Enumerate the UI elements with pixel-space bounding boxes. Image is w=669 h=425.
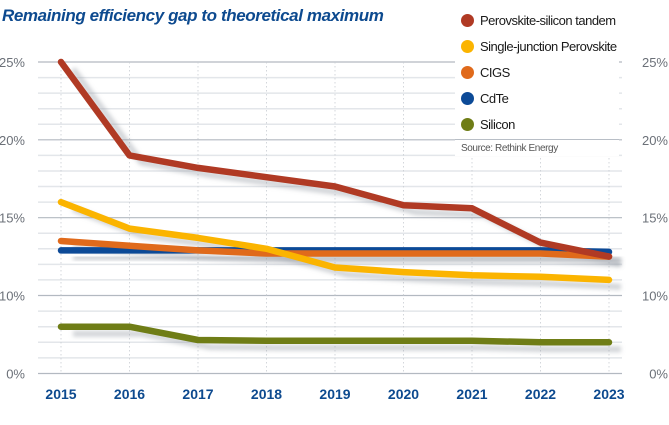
legend-item-perovskite-silicon-tandem[interactable]: Perovskite-silicon tandem xyxy=(461,10,616,30)
x-tick-label: 2022 xyxy=(525,386,556,402)
source-divider xyxy=(455,139,619,140)
series-line-perovskite-silicon-tandem xyxy=(57,58,613,260)
series-shadow xyxy=(72,245,622,267)
y-tick-label: 10% xyxy=(0,289,25,304)
y-axis-right: 25% 20% 15% 10% 0% xyxy=(642,55,668,382)
x-tick-label: 2019 xyxy=(319,386,350,402)
y-tick-label: 10% xyxy=(642,289,668,304)
legend-swatch-icon xyxy=(461,39,474,53)
y-tick-label: 20% xyxy=(0,133,25,148)
y-tick-label: 20% xyxy=(642,133,668,148)
y-tick-label: 15% xyxy=(0,211,25,226)
legend-swatch-icon xyxy=(461,65,474,79)
legend-label: CdTe xyxy=(480,90,509,106)
legend: Perovskite-silicon tandem Single-junctio… xyxy=(455,6,619,156)
y-tick-label: 15% xyxy=(642,211,668,226)
x-tick-label: 2016 xyxy=(114,386,145,402)
y-tick-label: 25% xyxy=(0,55,25,70)
x-tick-label: 2021 xyxy=(456,386,487,402)
legend-swatch-icon xyxy=(461,91,474,105)
legend-item-silicon[interactable]: Silicon xyxy=(461,114,515,134)
legend-item-cdte[interactable]: CdTe xyxy=(461,88,509,108)
legend-label: Silicon xyxy=(480,116,515,132)
y-tick-label: 0% xyxy=(6,367,25,382)
x-tick-label: 2023 xyxy=(593,386,624,402)
chart-title: Remaining efficiency gap to theoretical … xyxy=(2,6,384,25)
legend-swatch-icon xyxy=(461,117,474,131)
series-line-single-junction-perovskite xyxy=(57,198,613,284)
series-shadow xyxy=(73,254,622,262)
x-axis: 2015 2016 2017 2018 2019 2020 2021 2022 2023 xyxy=(45,386,624,402)
x-tick-label: 2018 xyxy=(251,386,282,402)
x-tick-label: 2015 xyxy=(45,386,76,402)
y-axis-left: 25% 20% 15% 10% 0% xyxy=(0,55,25,382)
legend-label: Single-junction Perovskite xyxy=(480,38,617,54)
x-tick-label: 2017 xyxy=(182,386,213,402)
legend-label: Perovskite-silicon tandem xyxy=(480,12,616,28)
legend-swatch-icon xyxy=(461,13,474,27)
legend-label: CIGS xyxy=(480,64,510,80)
series-line-silicon xyxy=(57,323,613,346)
legend-item-single-junction-perovskite[interactable]: Single-junction Perovskite xyxy=(461,36,617,56)
series-shadow xyxy=(73,330,621,353)
series-lines xyxy=(57,58,613,346)
x-tick-label: 2020 xyxy=(388,386,419,402)
y-tick-label: 0% xyxy=(649,367,668,382)
legend-item-cigs[interactable]: CIGS xyxy=(461,62,510,82)
y-tick-label: 25% xyxy=(642,55,668,70)
source-note: Source: Rethink Energy xyxy=(461,143,558,154)
series-shadow xyxy=(71,206,622,290)
series-line-cigs xyxy=(57,237,613,260)
